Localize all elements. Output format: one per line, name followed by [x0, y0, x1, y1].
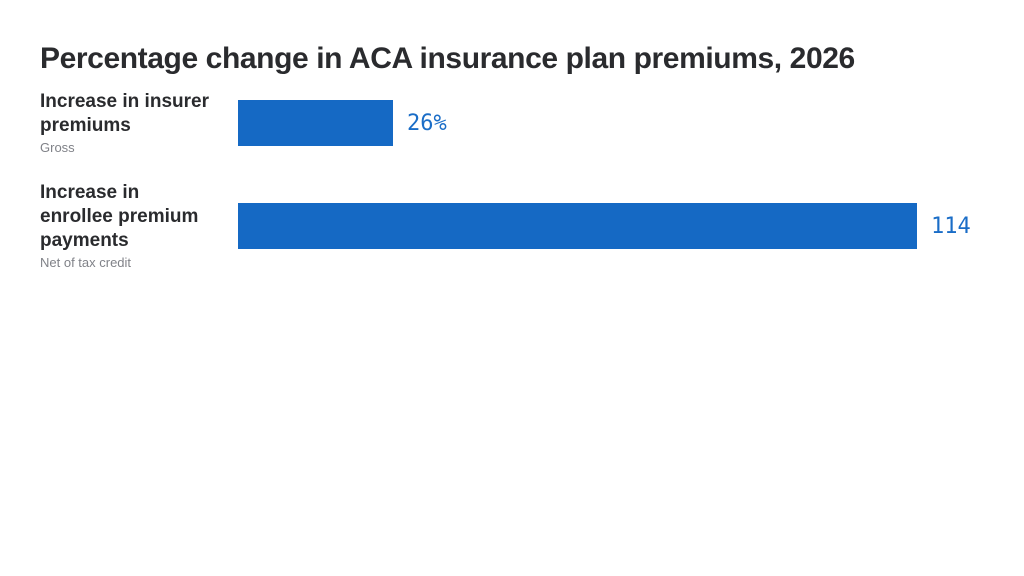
category-label-block: Increase in enrollee premium payments Net …	[40, 181, 238, 271]
chart-title: Percentage change in ACA insurance plan …	[40, 42, 855, 75]
category-label: Increase in insurer premiums	[40, 91, 209, 136]
bar-value-label: 114	[931, 213, 971, 239]
category-label-block: Increase in insurer premiums Gross	[40, 90, 238, 156]
bar-row: Increase in enrollee premium payments Net …	[40, 181, 1024, 271]
category-sublabel: Gross	[40, 140, 75, 155]
bar-chart: Increase in insurer premiums Gross 26% In…	[40, 90, 1024, 271]
bar	[238, 100, 393, 146]
bar	[238, 203, 917, 249]
category-sublabel: Net of tax credit	[40, 255, 132, 270]
category-label: Increase in enrollee premium payments	[40, 182, 199, 251]
bar-value-label: 26%	[407, 110, 447, 136]
bar-row: Increase in insurer premiums Gross 26%	[40, 90, 1024, 156]
